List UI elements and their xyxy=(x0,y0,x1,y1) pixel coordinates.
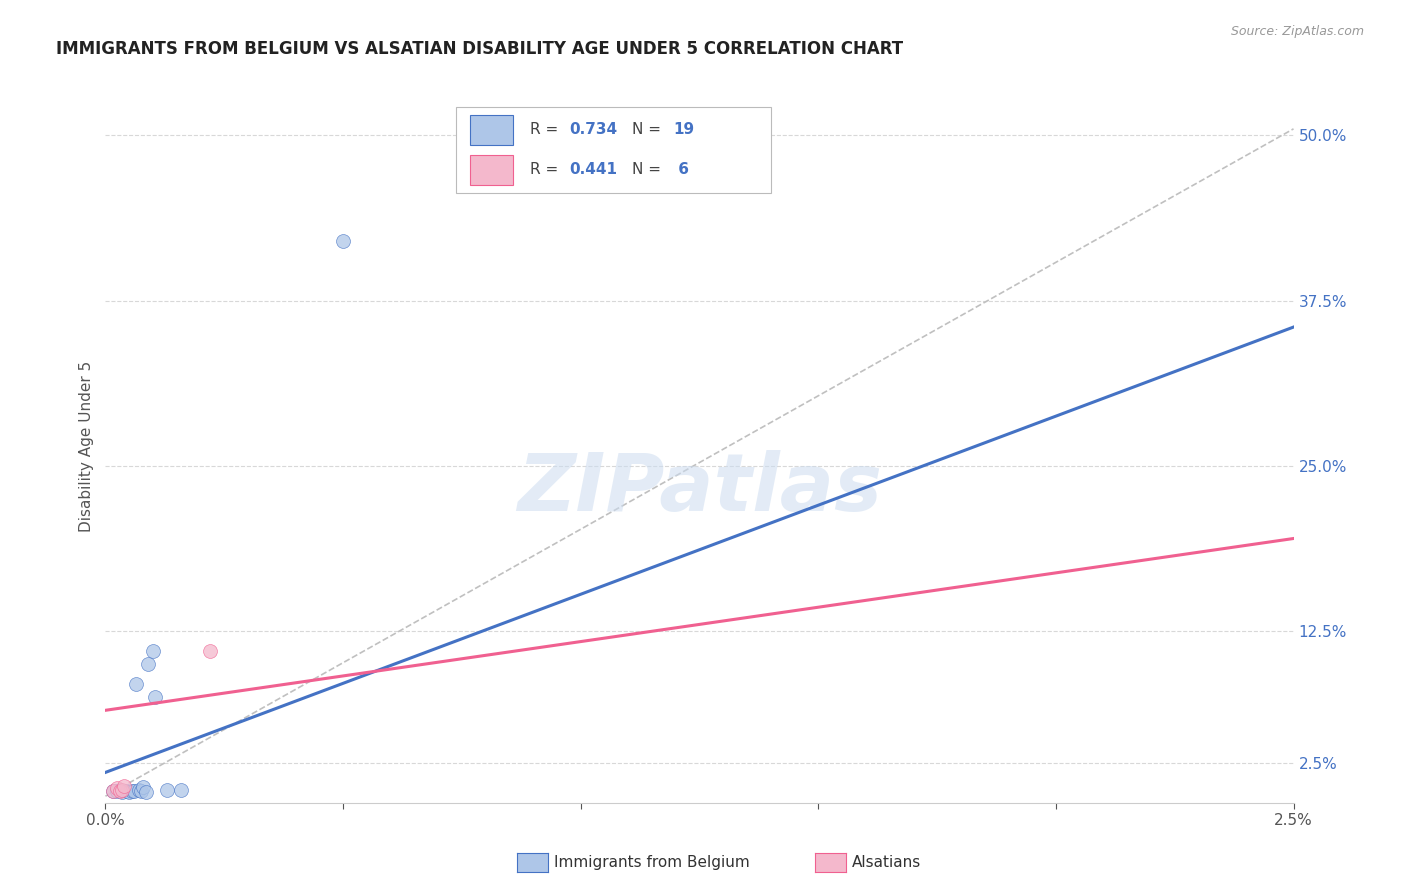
Text: IMMIGRANTS FROM BELGIUM VS ALSATIAN DISABILITY AGE UNDER 5 CORRELATION CHART: IMMIGRANTS FROM BELGIUM VS ALSATIAN DISA… xyxy=(56,40,904,58)
Point xyxy=(332,234,354,248)
Text: N =: N = xyxy=(631,162,665,178)
Y-axis label: Disability Age Under 5: Disability Age Under 5 xyxy=(79,360,94,532)
Point xyxy=(108,784,131,798)
Point xyxy=(156,782,179,797)
Text: Alsatians: Alsatians xyxy=(852,855,921,870)
Text: N =: N = xyxy=(631,122,665,137)
Point xyxy=(101,784,124,798)
Point xyxy=(128,782,150,797)
Point xyxy=(118,785,141,799)
Point xyxy=(132,780,155,794)
Point xyxy=(143,690,166,704)
Point xyxy=(105,781,128,796)
Point xyxy=(129,784,152,798)
FancyBboxPatch shape xyxy=(470,155,513,185)
Text: Source: ZipAtlas.com: Source: ZipAtlas.com xyxy=(1230,25,1364,38)
Point xyxy=(122,784,145,798)
Point xyxy=(198,644,221,658)
Point xyxy=(135,785,157,799)
Text: ZIPatlas: ZIPatlas xyxy=(517,450,882,528)
Point xyxy=(101,784,124,798)
Point xyxy=(142,644,165,658)
Text: R =: R = xyxy=(530,122,562,137)
Point xyxy=(111,782,134,797)
FancyBboxPatch shape xyxy=(456,107,770,193)
Point xyxy=(105,784,128,798)
Point xyxy=(170,782,193,797)
Point xyxy=(111,785,134,799)
Text: 6: 6 xyxy=(673,162,689,178)
Text: 0.441: 0.441 xyxy=(569,162,617,178)
Text: 19: 19 xyxy=(673,122,695,137)
Point xyxy=(121,784,143,798)
Point xyxy=(114,779,136,793)
Text: 0.734: 0.734 xyxy=(569,122,617,137)
Point xyxy=(115,784,138,798)
Point xyxy=(108,782,131,797)
Text: Immigrants from Belgium: Immigrants from Belgium xyxy=(554,855,749,870)
FancyBboxPatch shape xyxy=(470,115,513,145)
Point xyxy=(125,677,148,691)
Text: R =: R = xyxy=(530,162,562,178)
Point xyxy=(136,657,159,671)
